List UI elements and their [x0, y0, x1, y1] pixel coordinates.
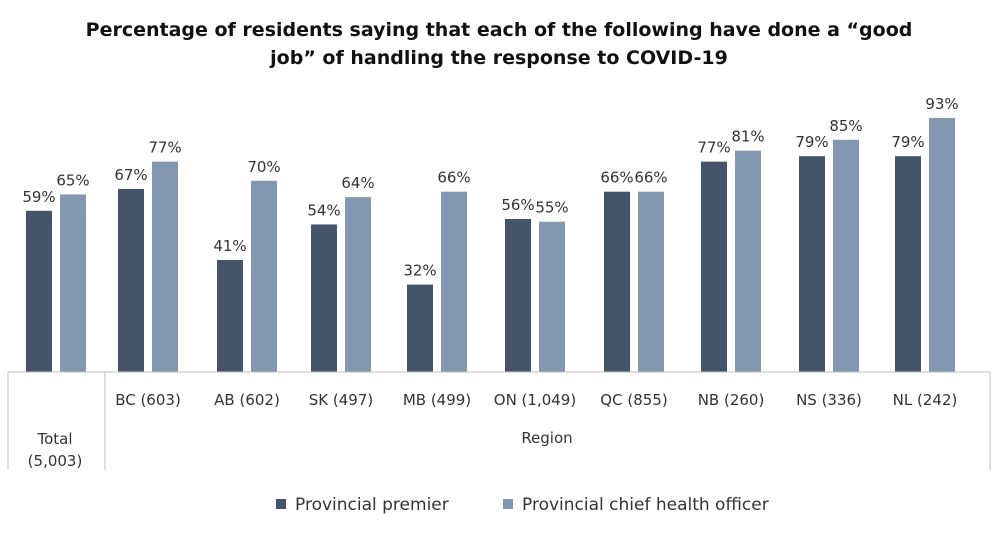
category-label-7: NB (260) [698, 391, 765, 409]
bar-premier-9 [895, 156, 921, 372]
bar-health-officer-9 [929, 117, 955, 372]
bar-health-officer-4 [441, 191, 467, 372]
category-label-8: NS (336) [796, 391, 862, 409]
region-group-label: Region [521, 429, 572, 447]
total-label-line-1: Total [36, 430, 72, 448]
legend-label-health-officer: Provincial chief health officer [522, 495, 769, 515]
value-label-premier-6: 66% [600, 169, 633, 187]
value-label-premier-7: 77% [697, 139, 730, 157]
value-label-premier-2: 41% [213, 237, 246, 255]
bar-health-officer-8 [833, 139, 859, 372]
category-label-4: MB (499) [403, 391, 471, 409]
value-label-health-officer-3: 64% [341, 174, 374, 192]
value-label-premier-4: 32% [403, 262, 436, 280]
value-label-premier-8: 79% [795, 133, 828, 151]
bar-premier-7 [701, 161, 727, 372]
value-label-health-officer-6: 66% [634, 169, 667, 187]
category-label-3: SK (497) [309, 391, 373, 409]
value-label-health-officer-7: 81% [731, 128, 764, 146]
bar-premier-3 [311, 224, 337, 372]
value-label-premier-5: 56% [501, 196, 534, 214]
category-label-5: ON (1,049) [494, 391, 576, 409]
value-label-health-officer-5: 55% [535, 199, 568, 217]
value-label-premier-1: 67% [114, 166, 147, 184]
category-axis [7, 371, 991, 470]
legend: Provincial premier Provincial chief heal… [276, 495, 769, 515]
bar-premier-4 [407, 284, 433, 372]
bar-health-officer-2 [251, 180, 277, 372]
value-label-premier-9: 79% [891, 133, 924, 151]
legend-label-premier: Provincial premier [295, 495, 449, 515]
legend-swatch-health-officer [503, 499, 513, 509]
category-label-6: QC (855) [600, 391, 667, 409]
bars-group [26, 117, 955, 372]
bar-health-officer-7 [735, 150, 761, 372]
bar-health-officer-6 [638, 191, 664, 372]
value-label-health-officer-9: 93% [925, 95, 958, 113]
total-label-line-2: (5,003) [28, 452, 83, 470]
value-label-health-officer-0: 65% [56, 171, 89, 189]
bar-health-officer-3 [345, 197, 371, 372]
bar-premier-6 [604, 191, 630, 372]
bar-health-officer-5 [539, 221, 565, 372]
value-label-health-officer-4: 66% [437, 169, 470, 187]
value-labels-group: 59%65% 67%77%41%70%54%64%32%66%56% 55%66% 6… [22, 95, 958, 280]
category-label-9: NL (242) [893, 391, 958, 409]
bar-premier-5 [505, 219, 531, 372]
category-label-1: BC (603) [115, 391, 181, 409]
bar-health-officer-1 [152, 161, 178, 372]
bar-premier-2 [217, 259, 243, 372]
value-label-health-officer-1: 77% [148, 139, 181, 157]
bar-premier-1 [118, 188, 144, 372]
bar-premier-8 [799, 156, 825, 372]
bar-health-officer-0 [60, 194, 86, 372]
value-label-health-officer-8: 85% [829, 117, 862, 135]
category-label-2: AB (602) [214, 391, 280, 409]
chart-title-line-2: job” of handling the response to COVID-1… [269, 47, 728, 69]
value-label-health-officer-2: 70% [247, 158, 280, 176]
legend-swatch-premier [276, 499, 286, 509]
category-labels-group: BC (603) AB (602) SK (497) MB (499) ON (1,04… [115, 391, 957, 409]
value-label-premier-0: 59% [22, 188, 55, 206]
chart-title-line-1: Percentage of residents saying that each… [86, 19, 913, 41]
bar-premier-0 [26, 210, 52, 372]
value-label-premier-3: 54% [307, 201, 340, 219]
